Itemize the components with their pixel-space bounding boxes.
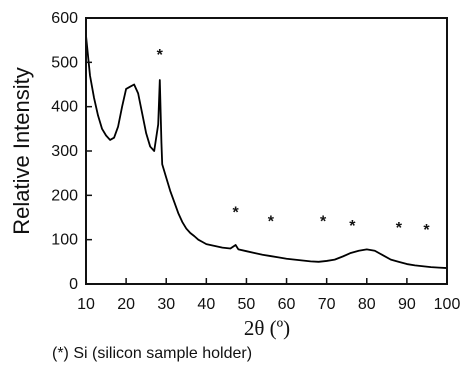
x-tick-label: 40 bbox=[197, 296, 215, 313]
y-tick-label: 200 bbox=[51, 187, 78, 204]
x-axis-title: 2θ (º) bbox=[244, 316, 290, 340]
y-tick-label: 600 bbox=[51, 10, 78, 27]
silicon-peak-marker: * bbox=[396, 220, 403, 237]
x-tick-label: 30 bbox=[157, 296, 175, 313]
diffraction-series-line bbox=[85, 34, 448, 269]
silicon-peak-marker: * bbox=[232, 205, 239, 222]
plot-frame bbox=[85, 17, 448, 285]
silicon-peak-marker: * bbox=[423, 222, 430, 239]
x-tick-label: 70 bbox=[318, 296, 336, 313]
silicon-peak-marker: * bbox=[320, 213, 327, 230]
silicon-peak-marker: * bbox=[157, 47, 164, 64]
marker-layer: * * * * * * * bbox=[157, 47, 431, 239]
plot-layer bbox=[85, 34, 448, 269]
y-tick-label: 0 bbox=[69, 276, 78, 293]
x-tick-label: 50 bbox=[238, 296, 256, 313]
x-tick-label: 20 bbox=[117, 296, 135, 313]
y-axis-title: Relative Intensity bbox=[9, 67, 34, 235]
axis-layer: 10 20 30 40 50 60 70 80 90 100 0 100 200 300 400 500 600 bbox=[51, 10, 460, 313]
silicon-peak-marker: * bbox=[349, 218, 356, 235]
y-tick-label: 300 bbox=[51, 143, 78, 160]
y-tick-label: 500 bbox=[51, 54, 78, 71]
x-tick-label: 60 bbox=[278, 296, 296, 313]
y-tick-label: 400 bbox=[51, 99, 78, 116]
x-tick-label: 80 bbox=[358, 296, 376, 313]
x-tick-label: 100 bbox=[434, 296, 461, 313]
x-tick-label: 10 bbox=[77, 296, 95, 313]
annotation-text: (*) Si (silicon sample holder) bbox=[52, 345, 252, 362]
x-tick-label: 90 bbox=[398, 296, 416, 313]
y-tick-label: 100 bbox=[51, 232, 78, 249]
silicon-peak-marker: * bbox=[268, 213, 275, 230]
